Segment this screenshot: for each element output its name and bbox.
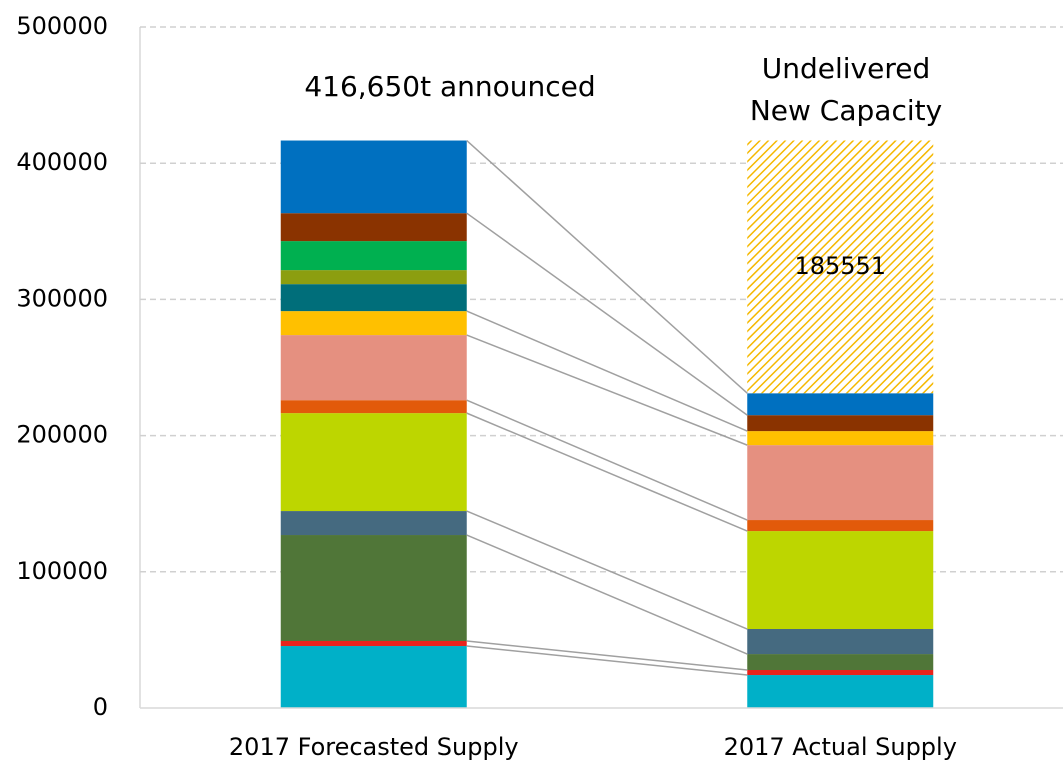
connector bbox=[466, 310, 748, 432]
bar-segment bbox=[747, 393, 934, 416]
bar-segment bbox=[280, 640, 467, 647]
y-tick-label: 200000 bbox=[16, 421, 108, 449]
y-tick-label: 500000 bbox=[16, 12, 108, 40]
bar-segment bbox=[747, 520, 934, 532]
bar-segment bbox=[747, 654, 934, 671]
bar-segment bbox=[280, 270, 467, 285]
bar-segment bbox=[280, 413, 467, 512]
annotation: New Capacity bbox=[750, 94, 942, 127]
connector bbox=[466, 334, 748, 446]
bar-segment bbox=[747, 629, 934, 655]
connector bbox=[466, 412, 748, 532]
y-tick-label: 100000 bbox=[16, 557, 108, 585]
x-tick-label: 2017 Actual Supply bbox=[724, 733, 957, 761]
bar-segment bbox=[280, 284, 467, 312]
x-tick-label: 2017 Forecasted Supply bbox=[229, 733, 519, 761]
bar-segment bbox=[280, 241, 467, 271]
bar-segment bbox=[747, 140, 934, 394]
bar-segment bbox=[747, 431, 934, 446]
bar-segment bbox=[747, 670, 934, 676]
bar-segment bbox=[280, 335, 467, 401]
bar-segment bbox=[747, 415, 934, 432]
bar-segment bbox=[280, 311, 467, 336]
y-tick-label: 0 bbox=[93, 693, 108, 721]
y-tick-label: 400000 bbox=[16, 148, 108, 176]
connector bbox=[466, 534, 748, 655]
annotation: 416,650t announced bbox=[304, 70, 595, 103]
bar-segment bbox=[747, 675, 934, 708]
y-tick-label: 300000 bbox=[16, 284, 108, 312]
connector bbox=[466, 645, 748, 676]
connector bbox=[466, 139, 748, 394]
connector bbox=[466, 640, 748, 671]
bar-segment bbox=[280, 400, 467, 414]
bar-segment bbox=[280, 646, 467, 708]
connector bbox=[466, 510, 748, 630]
bar-segment bbox=[280, 213, 467, 242]
data-label: 185551 bbox=[794, 252, 886, 280]
annotation: Undelivered bbox=[762, 52, 931, 85]
bar-segment bbox=[747, 445, 934, 521]
bar-segment bbox=[280, 535, 467, 641]
bar-segment bbox=[280, 511, 467, 536]
bar-segment bbox=[280, 140, 467, 214]
connector bbox=[466, 399, 748, 521]
connector bbox=[466, 212, 748, 416]
bar-segment bbox=[747, 531, 934, 630]
